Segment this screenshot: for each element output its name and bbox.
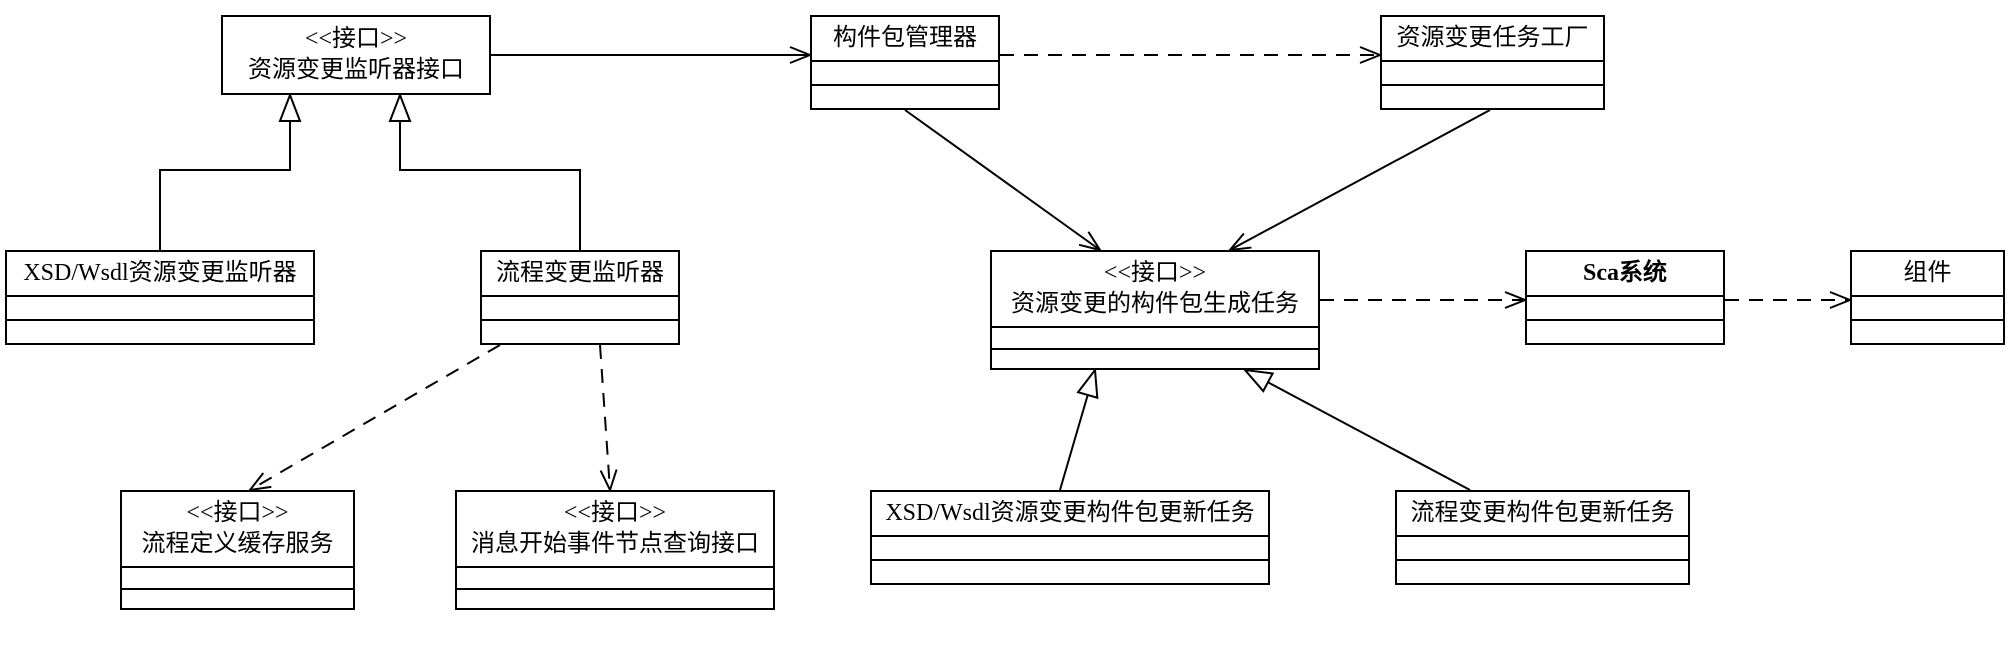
box-title: Sca系统 [1527, 252, 1723, 297]
uml-compartment [1852, 297, 2003, 321]
uml-compartment [992, 328, 1318, 350]
uml-box-sca-system: Sca系统 [1525, 250, 1725, 345]
uml-box-resource-change-build-package-task: <<接口>>资源变更的构件包生成任务 [990, 250, 1320, 370]
uml-compartment [7, 321, 313, 343]
uml-compartment [1527, 321, 1723, 343]
edge-generalization [1060, 370, 1095, 490]
title-label: 流程定义缓存服务 [142, 531, 334, 557]
edge-generalization [1245, 370, 1470, 490]
uml-box-process-change-listener: 流程变更监听器 [480, 250, 680, 345]
uml-compartment [872, 561, 1268, 583]
uml-compartment [482, 297, 678, 321]
uml-compartment [1397, 537, 1688, 561]
box-title: 构件包管理器 [812, 17, 998, 62]
box-title: XSD/Wsdl资源变更构件包更新任务 [872, 492, 1268, 537]
stereotype-label: <<接口>> [233, 24, 479, 55]
box-title: <<接口>>消息开始事件节点查询接口 [457, 492, 773, 568]
uml-compartment [122, 590, 353, 612]
uml-box-resource-change-listener-interface: <<接口>>资源变更监听器接口 [221, 15, 491, 95]
title-label: XSD/Wsdl资源变更监听器 [23, 260, 296, 286]
edge-association [1230, 110, 1490, 250]
title-label: 资源变更监听器接口 [233, 55, 479, 86]
title-label: Sca系统 [1583, 260, 1667, 286]
title-label: 组件 [1904, 260, 1952, 286]
box-title: 组件 [1852, 252, 2003, 297]
stereotype-label: <<接口>> [467, 498, 763, 529]
edge-dependency [250, 345, 500, 490]
uml-compartment [1527, 297, 1723, 321]
box-title: <<接口>>资源变更的构件包生成任务 [992, 252, 1318, 328]
box-title: 流程变更构件包更新任务 [1397, 492, 1688, 537]
stereotype-label: <<接口>> [132, 498, 343, 529]
uml-compartment [1397, 561, 1688, 583]
edge-dependency [600, 345, 610, 490]
uml-compartment [457, 590, 773, 612]
uml-compartment [457, 568, 773, 590]
edge-generalization [400, 95, 580, 250]
box-title: <<接口>>资源变更监听器接口 [223, 17, 489, 93]
uml-box-component: 组件 [1850, 250, 2005, 345]
box-title: 流程变更监听器 [482, 252, 678, 297]
uml-compartment [7, 297, 313, 321]
edge-generalization [160, 95, 290, 250]
uml-compartment [122, 568, 353, 590]
title-label: 构件包管理器 [833, 25, 977, 51]
edge-association [905, 110, 1100, 250]
uml-compartment [1382, 62, 1603, 86]
box-title: <<接口>>流程定义缓存服务 [122, 492, 353, 568]
uml-compartment [482, 321, 678, 343]
uml-compartment [1382, 86, 1603, 108]
box-title: 资源变更任务工厂 [1382, 17, 1603, 62]
uml-box-process-change-component-pkg-update-task: 流程变更构件包更新任务 [1395, 490, 1690, 585]
uml-compartment [812, 62, 998, 86]
uml-box-xsd-wsdl-resource-change-listener: XSD/Wsdl资源变更监听器 [5, 250, 315, 345]
uml-compartment [992, 350, 1318, 372]
title-label: 资源变更任务工厂 [1397, 25, 1589, 51]
stereotype-label: <<接口>> [1002, 258, 1308, 289]
uml-compartment [812, 86, 998, 108]
title-label: 流程变更构件包更新任务 [1411, 500, 1675, 526]
uml-compartment [1852, 321, 2003, 343]
uml-compartment [872, 537, 1268, 561]
uml-box-component-package-manager: 构件包管理器 [810, 15, 1000, 110]
uml-box-xsd-wsdl-resource-change-component-pkg-update-task: XSD/Wsdl资源变更构件包更新任务 [870, 490, 1270, 585]
title-label: 资源变更的构件包生成任务 [1011, 291, 1299, 317]
uml-box-process-definition-cache-service: <<接口>>流程定义缓存服务 [120, 490, 355, 610]
title-label: 流程变更监听器 [496, 260, 664, 286]
uml-box-resource-change-task-factory: 资源变更任务工厂 [1380, 15, 1605, 110]
title-label: 消息开始事件节点查询接口 [471, 531, 759, 557]
title-label: XSD/Wsdl资源变更构件包更新任务 [885, 500, 1254, 526]
box-title: XSD/Wsdl资源变更监听器 [7, 252, 313, 297]
uml-box-message-start-event-node-query-interface: <<接口>>消息开始事件节点查询接口 [455, 490, 775, 610]
